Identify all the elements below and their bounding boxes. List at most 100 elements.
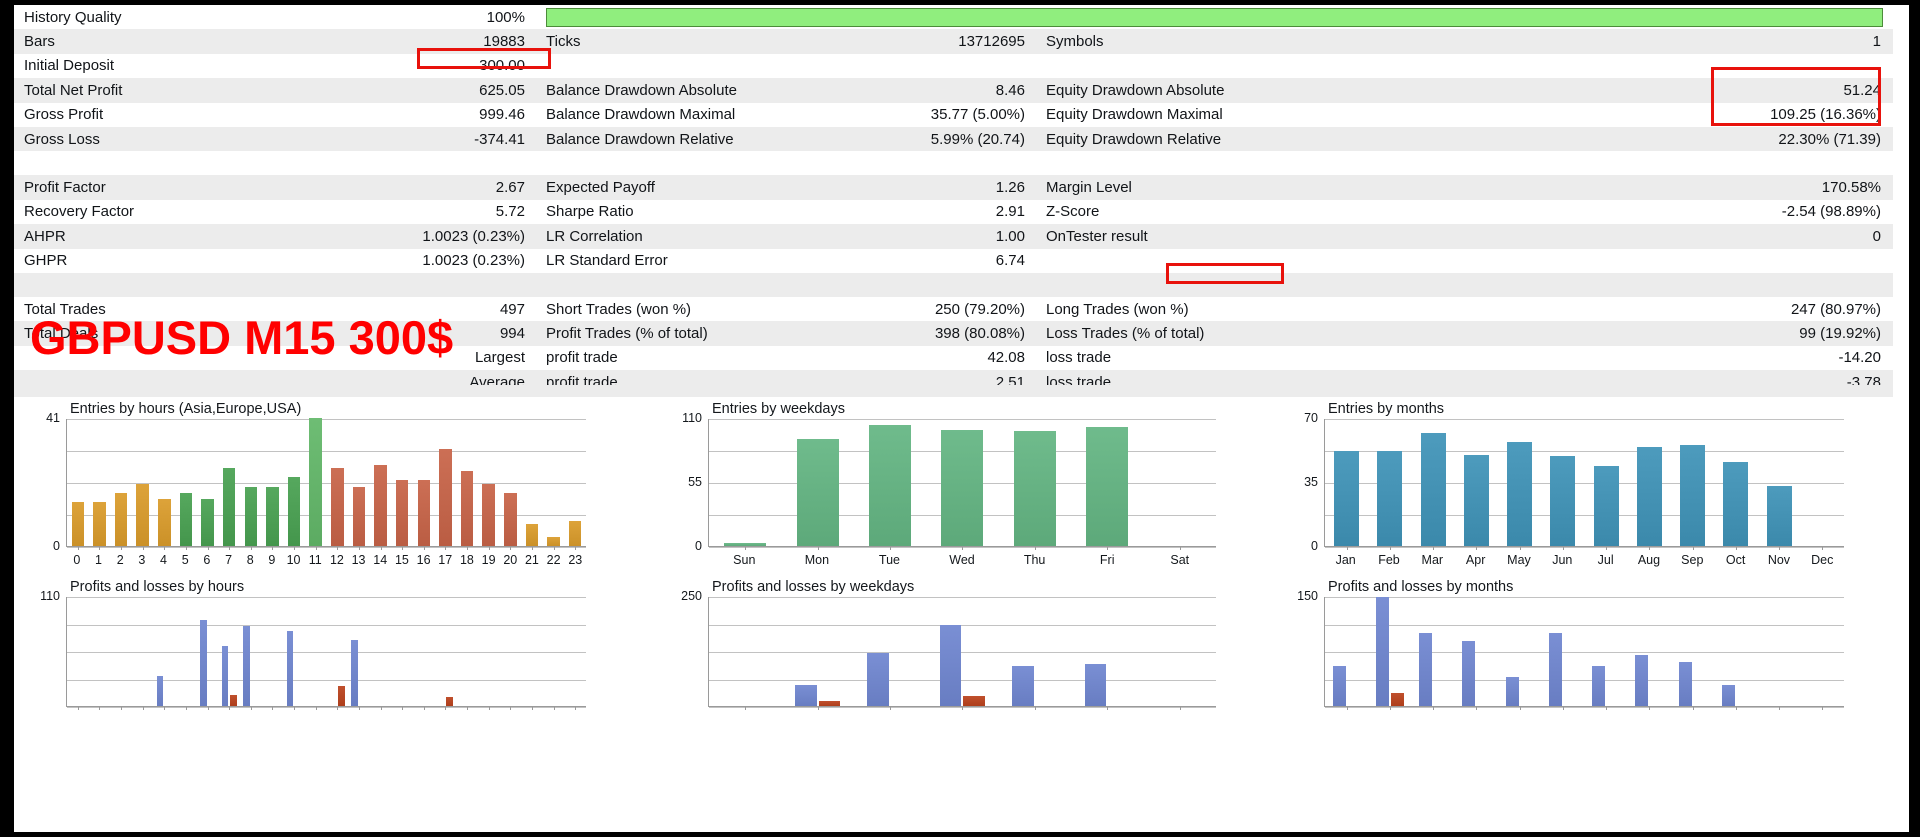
bar[interactable] [794, 685, 817, 706]
bar[interactable] [417, 480, 431, 546]
bar-slot[interactable] [521, 597, 543, 710]
bar[interactable] [1462, 641, 1476, 706]
bar-slot[interactable] [1071, 419, 1143, 550]
bar-slot[interactable] [1585, 597, 1628, 710]
bar-slot[interactable] [999, 419, 1071, 550]
bar[interactable] [568, 521, 582, 546]
bar-slot[interactable] [500, 419, 522, 550]
bar-slot[interactable] [1671, 597, 1714, 710]
bar-slot[interactable] [709, 597, 781, 710]
bar-slot[interactable] [1541, 597, 1584, 710]
bar-slot[interactable] [89, 597, 111, 710]
bar-slot[interactable] [456, 597, 478, 710]
bar[interactable] [244, 487, 258, 546]
bar[interactable] [963, 696, 986, 706]
bar[interactable] [1507, 442, 1533, 546]
bar-slot[interactable] [218, 597, 240, 710]
bar[interactable] [266, 487, 279, 546]
bar-slot[interactable] [478, 597, 500, 710]
bar[interactable] [1592, 666, 1606, 706]
bar-slot[interactable] [89, 419, 111, 550]
bar[interactable] [1721, 685, 1735, 706]
bar-slot[interactable] [1325, 597, 1368, 710]
bar[interactable] [287, 477, 301, 546]
bar-slot[interactable] [1585, 419, 1628, 550]
bar-slot[interactable] [543, 597, 565, 710]
bar-slot[interactable] [854, 419, 926, 550]
bar[interactable] [114, 493, 128, 546]
bar-slot[interactable] [1541, 419, 1584, 550]
bar[interactable] [818, 701, 841, 706]
bar-slot[interactable] [1455, 419, 1498, 550]
bar-slot[interactable] [1071, 597, 1143, 710]
chart-profits-and-losses-by-months[interactable]: Profits and losses by months 150 [1266, 575, 1892, 710]
bar-slot[interactable] [1714, 419, 1757, 550]
bar-slot[interactable] [197, 419, 219, 550]
bar[interactable] [71, 502, 85, 546]
bar-slot[interactable] [327, 419, 349, 550]
bar-slot[interactable] [154, 419, 176, 550]
bar-slot[interactable] [240, 597, 262, 710]
bar[interactable] [446, 697, 453, 706]
bar-slot[interactable] [391, 597, 413, 710]
bar-slot[interactable] [1758, 419, 1801, 550]
bar-slot[interactable] [413, 597, 435, 710]
bar-slot[interactable] [435, 597, 457, 710]
bar-slot[interactable] [175, 597, 197, 710]
chart-entries-by-hours[interactable]: Entries by hours (Asia,Europe,USA) 41 0 0 1 2… [14, 397, 640, 575]
bar[interactable] [93, 502, 106, 546]
bar[interactable] [338, 686, 345, 706]
chart-profits-and-losses-by-weekdays[interactable]: Profits and losses by weekdays 250 [640, 575, 1266, 710]
bar[interactable] [869, 425, 912, 546]
bar[interactable] [352, 487, 366, 546]
bar-slot[interactable] [1455, 597, 1498, 710]
bar[interactable] [158, 499, 171, 546]
bar-slot[interactable] [348, 597, 370, 710]
bar-slot[interactable] [110, 597, 132, 710]
bar[interactable] [796, 439, 839, 546]
bar[interactable] [460, 471, 474, 546]
bar-slot[interactable] [1628, 597, 1671, 710]
bar-slot[interactable] [709, 419, 781, 550]
bar-slot[interactable] [110, 419, 132, 550]
bar-slot[interactable] [391, 419, 413, 550]
bar-slot[interactable] [1325, 419, 1368, 550]
bar-slot[interactable] [854, 597, 926, 710]
bar-slot[interactable] [1498, 597, 1541, 710]
bar-slot[interactable] [1412, 419, 1455, 550]
chart-entries-by-weekdays[interactable]: Entries by weekdays 110 55 0 Sun Mon Tue Wed Thu… [640, 397, 1266, 575]
bar[interactable] [482, 484, 495, 546]
bar-slot[interactable] [1368, 597, 1411, 710]
bar[interactable] [1086, 427, 1129, 546]
bar-slot[interactable] [327, 597, 349, 710]
bar-slot[interactable] [1758, 597, 1801, 710]
bar[interactable] [1636, 447, 1662, 546]
bar-slot[interactable] [67, 597, 89, 710]
bar[interactable] [156, 676, 164, 706]
bar[interactable] [286, 631, 294, 706]
bar-slot[interactable] [67, 419, 89, 550]
bar[interactable] [1332, 666, 1346, 706]
bar[interactable] [222, 468, 236, 546]
bar-slot[interactable] [262, 419, 284, 550]
bar[interactable] [1013, 431, 1056, 546]
bar-slot[interactable] [564, 419, 586, 550]
bar[interactable] [230, 695, 237, 706]
bar-slot[interactable] [543, 419, 565, 550]
bar[interactable] [201, 499, 214, 546]
bar[interactable] [1334, 451, 1360, 546]
bar-slot[interactable] [283, 419, 305, 550]
bar[interactable] [439, 449, 452, 546]
bar[interactable] [1420, 433, 1446, 546]
bar-slot[interactable] [1144, 419, 1216, 550]
bar-slot[interactable] [262, 597, 284, 710]
bar[interactable] [1375, 597, 1389, 706]
bar-slot[interactable] [175, 419, 197, 550]
bar-slot[interactable] [478, 419, 500, 550]
bar-slot[interactable] [456, 419, 478, 550]
bar[interactable] [1680, 445, 1706, 546]
bar-slot[interactable] [999, 597, 1071, 710]
bar[interactable] [1505, 677, 1519, 706]
bar-slot[interactable] [1671, 419, 1714, 550]
bar-slot[interactable] [305, 418, 327, 550]
